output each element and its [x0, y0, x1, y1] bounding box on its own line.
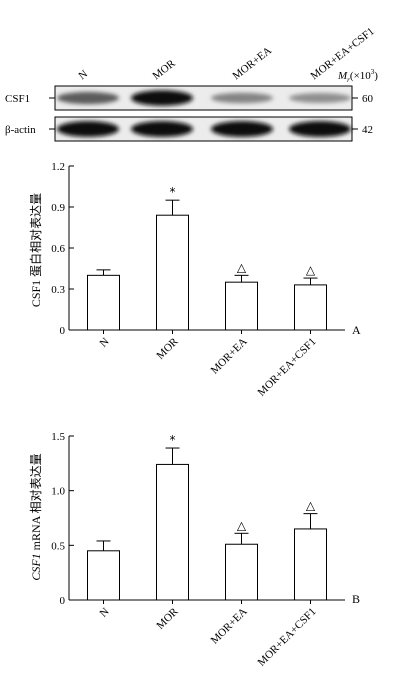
- y-tick-label: 1.5: [51, 431, 65, 443]
- chart-a-ylabel: CSF1 蛋白相对表达量: [28, 193, 43, 307]
- y-tick-label: 0.5: [51, 540, 65, 552]
- blot-row-label: β-actin: [5, 124, 36, 136]
- significance-marker: △: [237, 260, 247, 274]
- blot-band: [131, 121, 193, 137]
- blot-lane-label: MOR+EA: [230, 45, 274, 83]
- y-tick-label: 0.9: [51, 202, 65, 214]
- blot-band: [289, 121, 351, 137]
- significance-marker: △: [237, 518, 247, 532]
- significance-marker: *: [170, 185, 176, 199]
- y-tick-label: 0.3: [51, 284, 65, 296]
- x-tick-label: MOR+EA: [209, 606, 250, 647]
- chart-b-ylabel: CSF1 mRNA 相对表达量: [29, 453, 43, 580]
- blot-row-label: CSF1: [5, 93, 30, 105]
- bar: [225, 281, 258, 331]
- bar: [156, 463, 189, 601]
- blot-mw-label: 60: [362, 93, 374, 105]
- bar: [294, 284, 327, 331]
- x-tick-label: N: [98, 606, 112, 620]
- blot-lane-label: N: [76, 68, 90, 82]
- bar: [225, 543, 258, 601]
- y-tick-label: 1.0: [51, 486, 65, 498]
- blot-band: [289, 93, 351, 103]
- western-blot: N MOR MOR+EA MOR+EA+CSF1 Mr(×103) CSF1 60β-a…: [5, 25, 378, 142]
- bar: [156, 214, 189, 331]
- blot-band: [131, 90, 193, 106]
- blot-mw-label: 42: [362, 124, 373, 136]
- significance-marker: *: [170, 433, 176, 447]
- blot-band: [57, 91, 119, 105]
- bar: [294, 528, 327, 601]
- y-tick-label: 0.6: [51, 243, 65, 255]
- blot-lane-label: MOR: [150, 57, 178, 82]
- x-tick-label: MOR: [154, 605, 181, 632]
- chart-a-panel-label: A: [352, 323, 361, 337]
- y-tick-label: 1.2: [51, 161, 65, 173]
- y-tick-label: 0: [60, 595, 66, 607]
- bar: [87, 274, 120, 331]
- y-tick-label: 0: [60, 325, 66, 337]
- blot-band: [211, 92, 273, 104]
- x-tick-label: MOR+EA: [209, 336, 250, 377]
- x-tick-label: N: [98, 336, 112, 350]
- chart-b-panel-label: B: [352, 592, 360, 606]
- blot-lane-labels: N MOR MOR+EA MOR+EA+CSF1: [76, 25, 376, 82]
- x-tick-label: MOR+EA+CSF1: [256, 606, 319, 669]
- bar-chart-b: CSF1 mRNA 相对表达量 B 0 0.5 1.0 1.5 N * MOR △ MOR+EA…: [29, 431, 360, 669]
- bar: [87, 550, 120, 601]
- bar-chart-a: CSF1 蛋白相对表达量 A 0 0.3 0.6 0.9 1.2 N * MOR △ MOR+EA…: [28, 161, 361, 399]
- x-tick-label: MOR: [154, 335, 181, 362]
- blot-rows: CSF1 60 β-actin 42: [5, 85, 374, 142]
- blot-band: [57, 121, 119, 137]
- blot-mr-label: Mr(×103): [337, 68, 378, 84]
- significance-marker: △: [306, 499, 316, 513]
- x-tick-label: MOR+EA+CSF1: [256, 336, 319, 399]
- significance-marker: △: [306, 263, 316, 277]
- blot-band: [211, 121, 273, 137]
